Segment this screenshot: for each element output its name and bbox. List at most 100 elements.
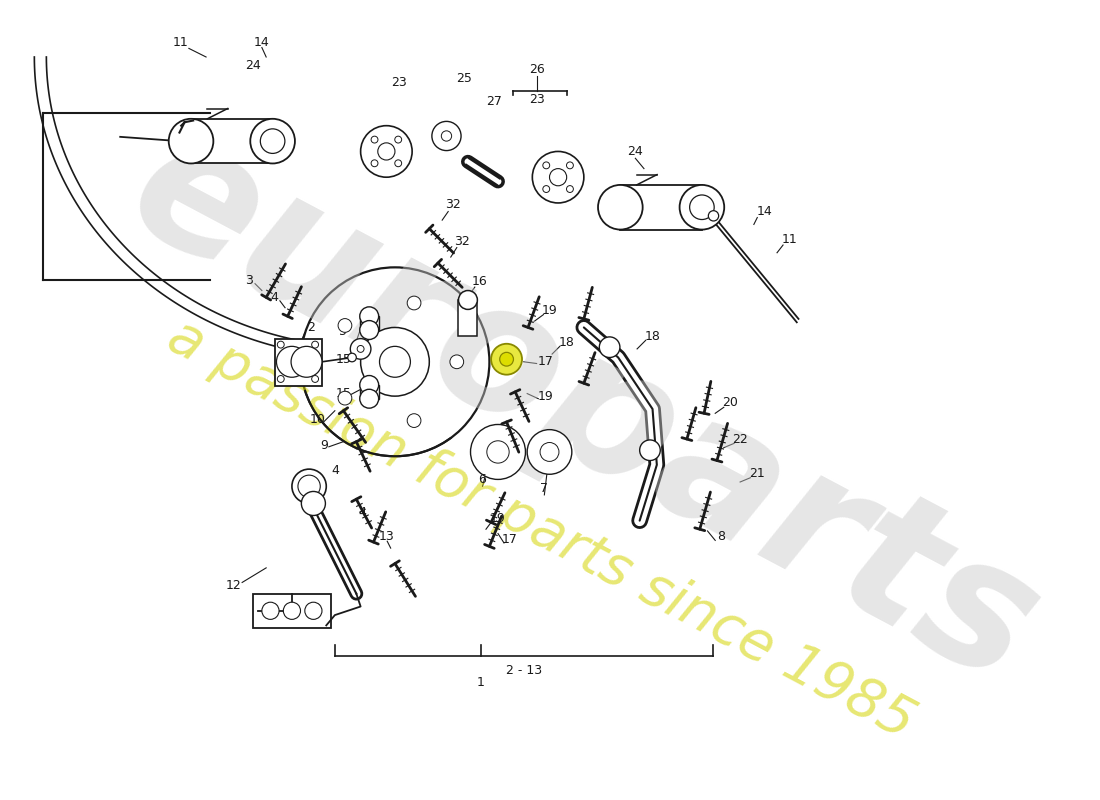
Text: 15: 15 [336,353,351,366]
Circle shape [407,414,421,427]
Text: 26: 26 [529,63,544,76]
Circle shape [471,425,526,479]
Circle shape [395,160,402,166]
Circle shape [276,346,307,378]
Circle shape [532,151,584,203]
Text: 10: 10 [310,413,326,426]
Circle shape [598,185,642,230]
Text: 18: 18 [559,335,574,349]
Text: 11: 11 [782,233,797,246]
Text: 18: 18 [645,330,660,342]
Circle shape [358,346,364,352]
Circle shape [487,441,509,463]
Circle shape [284,602,300,619]
Text: 32: 32 [446,198,461,211]
Circle shape [311,375,319,382]
Circle shape [432,122,461,150]
Circle shape [542,162,550,169]
Text: europarts: europarts [102,97,1066,721]
Text: 3: 3 [245,274,253,286]
Bar [360,316,378,330]
Circle shape [441,131,452,141]
Text: 8: 8 [717,530,725,542]
Text: 11: 11 [173,36,188,49]
Text: 4: 4 [271,291,278,304]
Circle shape [361,126,412,177]
Circle shape [298,475,320,498]
Circle shape [350,338,371,359]
Text: 12: 12 [226,578,241,591]
Circle shape [459,290,477,310]
Text: 19: 19 [491,513,506,526]
Text: 6: 6 [478,473,486,486]
Text: 13: 13 [378,530,394,542]
Circle shape [277,341,284,348]
Circle shape [566,186,573,193]
Circle shape [690,195,714,219]
Text: 23: 23 [392,76,407,90]
Circle shape [540,442,559,462]
Circle shape [277,375,284,382]
Text: 27: 27 [486,95,502,108]
Circle shape [261,129,285,154]
Circle shape [292,346,322,378]
Circle shape [680,185,724,230]
Circle shape [377,143,395,160]
Circle shape [499,352,514,366]
Circle shape [292,469,327,503]
Bar [275,338,322,386]
Text: 14: 14 [254,36,270,49]
Text: 22: 22 [733,433,748,446]
Circle shape [348,354,356,362]
Text: 7: 7 [540,482,549,494]
Text: 32: 32 [454,235,470,248]
Circle shape [600,337,620,358]
Circle shape [251,119,295,163]
Circle shape [360,375,378,394]
Bar [459,300,477,336]
Bar [253,594,331,628]
Circle shape [371,160,378,166]
Circle shape [527,430,572,474]
Circle shape [338,318,352,332]
Text: 17: 17 [537,355,553,368]
Text: 25: 25 [455,72,472,85]
Text: 19: 19 [537,390,553,402]
Circle shape [379,346,410,378]
Circle shape [566,162,573,169]
Circle shape [305,602,322,619]
Circle shape [361,327,429,396]
Circle shape [311,341,319,348]
Circle shape [640,440,660,461]
Text: 9: 9 [320,438,329,451]
Circle shape [407,296,421,310]
Text: 4: 4 [331,464,339,478]
Circle shape [168,119,213,163]
Text: 2 - 13: 2 - 13 [506,664,542,678]
Circle shape [450,355,463,369]
Bar [360,385,378,398]
Circle shape [360,321,378,339]
Circle shape [395,136,402,143]
Circle shape [550,169,566,186]
Text: 23: 23 [529,94,544,106]
Text: 14: 14 [757,205,772,218]
Circle shape [491,344,522,374]
Text: 2: 2 [307,321,315,334]
Text: 20: 20 [722,396,738,409]
Text: 4: 4 [359,506,366,518]
Text: 17: 17 [502,533,518,546]
Text: 21: 21 [749,467,766,480]
Bar [191,119,273,163]
Circle shape [542,186,550,193]
Text: 19: 19 [541,304,558,317]
Text: 24: 24 [627,145,644,158]
Bar [620,185,702,230]
Circle shape [360,390,378,408]
Circle shape [262,602,279,619]
Circle shape [300,267,490,456]
Circle shape [301,491,326,515]
Circle shape [371,136,378,143]
Circle shape [708,210,718,221]
Text: 24: 24 [245,59,261,72]
